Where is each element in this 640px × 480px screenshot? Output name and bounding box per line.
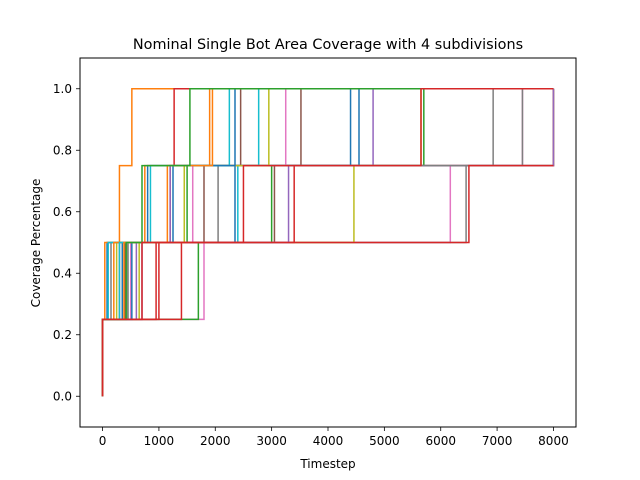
y-tick-label: 0.6 [53,205,72,219]
x-tick-label: 7000 [482,434,513,448]
x-tick-label: 0 [99,434,107,448]
series-line-25 [101,88,554,397]
x-tick-label: 8000 [538,434,569,448]
x-axis: 0 1000 2000 3000 4000 5000 6000 7000 8000 [99,427,569,448]
y-tick-label: 0.0 [53,389,72,403]
x-tick-label: 5000 [369,434,400,448]
y-axis-label: Coverage Percentage [29,179,43,308]
x-tick-label: 3000 [256,434,287,448]
y-tick-label: 0.8 [53,143,72,157]
y-axis: 0.0 0.2 0.4 0.6 0.8 1.0 [53,82,80,403]
x-tick-label: 2000 [200,434,231,448]
x-tick-label: 4000 [313,434,344,448]
x-tick-label: 6000 [425,434,456,448]
chart-title: Nominal Single Bot Area Coverage with 4 … [133,37,523,53]
series-layer [101,88,555,397]
y-tick-label: 0.2 [53,328,72,342]
x-axis-label: Timestep [299,457,355,471]
x-tick-label: 1000 [144,434,175,448]
y-tick-label: 0.4 [53,266,72,280]
y-tick-label: 1.0 [53,82,72,96]
